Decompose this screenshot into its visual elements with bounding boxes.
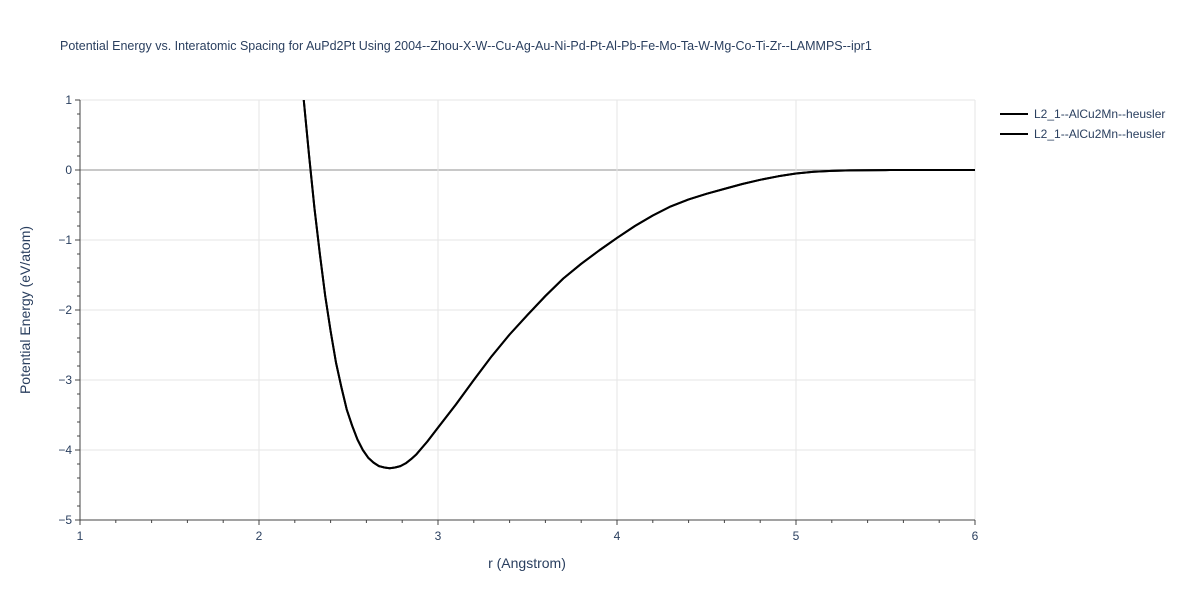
x-tick-label: 3 <box>435 529 442 543</box>
series-lines <box>302 100 975 470</box>
x-tick-label: 5 <box>793 529 800 543</box>
x-tick-label: 1 <box>77 529 84 543</box>
chart-title: Potential Energy vs. Interatomic Spacing… <box>60 39 872 53</box>
axes: 1 0 −1 −2 −3 −4 −5 1 2 3 4 5 6 <box>58 93 978 543</box>
x-axis-title: r (Angstrom) <box>488 555 566 571</box>
legend-label: L2_1--AlCu2Mn--heusler <box>1034 107 1165 121</box>
y-tick-label: −3 <box>58 373 72 387</box>
y-tick-label: 0 <box>65 163 72 177</box>
legend-label: L2_1--AlCu2Mn--heusler <box>1034 127 1165 141</box>
x-tick-label: 6 <box>972 529 979 543</box>
y-tick-label: −4 <box>58 443 72 457</box>
series-line-2 <box>302 100 975 470</box>
x-tick-label: 4 <box>614 529 621 543</box>
legend: L2_1--AlCu2Mn--heusler L2_1--AlCu2Mn--heu… <box>1000 107 1165 141</box>
y-tick-label: 1 <box>65 93 72 107</box>
x-tick-label: 2 <box>256 529 263 543</box>
y-tick-label: −1 <box>58 233 72 247</box>
grid <box>80 99 976 520</box>
y-tick-label: −2 <box>58 303 72 317</box>
series-line-1 <box>302 100 975 470</box>
y-axis-title: Potential Energy (eV/atom) <box>17 226 33 394</box>
y-tick-label: −5 <box>58 513 72 527</box>
